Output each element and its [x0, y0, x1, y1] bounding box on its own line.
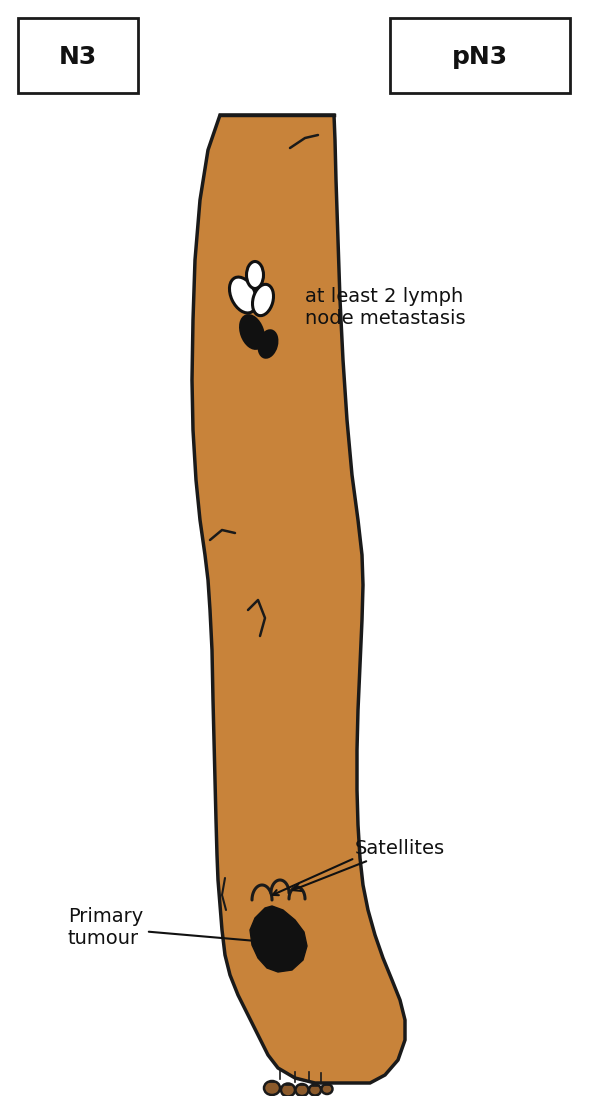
Ellipse shape	[264, 1081, 280, 1095]
Ellipse shape	[281, 1084, 295, 1096]
Text: Satellites: Satellites	[293, 838, 445, 891]
Ellipse shape	[309, 1085, 321, 1096]
Ellipse shape	[295, 1084, 309, 1096]
Text: at least 2 lymph
node metastasis: at least 2 lymph node metastasis	[305, 287, 466, 329]
Text: N3: N3	[59, 45, 97, 69]
Ellipse shape	[230, 277, 257, 313]
Text: Primary
tumour: Primary tumour	[68, 907, 263, 948]
Text: pN3: pN3	[452, 45, 508, 69]
FancyBboxPatch shape	[18, 18, 138, 93]
Ellipse shape	[259, 330, 277, 357]
FancyBboxPatch shape	[390, 18, 570, 93]
Ellipse shape	[246, 262, 263, 288]
Ellipse shape	[252, 284, 274, 316]
Polygon shape	[192, 115, 405, 1083]
Ellipse shape	[240, 316, 264, 349]
Polygon shape	[250, 906, 307, 972]
Ellipse shape	[321, 1084, 332, 1094]
